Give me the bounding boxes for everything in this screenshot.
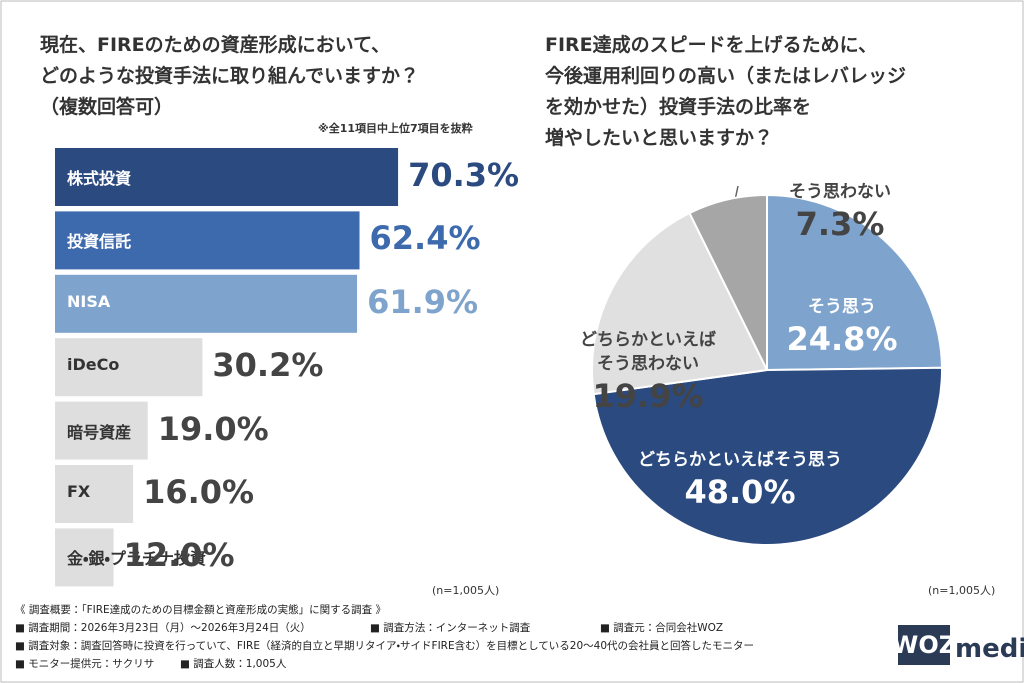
logo-text: media	[955, 634, 1024, 664]
sample-size: (n=1,005人)	[432, 584, 500, 597]
bar	[55, 338, 203, 397]
pie-slice	[591, 211, 769, 396]
value-label: 70.3%	[408, 156, 520, 194]
logo-text: WOZ	[892, 631, 956, 659]
value-label: 30.2%	[212, 346, 324, 385]
value-label: 19.9%	[592, 377, 704, 415]
category-label: そう思う	[808, 297, 876, 317]
logo-box	[898, 625, 950, 665]
footer-text: ■ 調査人数：1,005人	[180, 658, 287, 670]
footer-text: ■ 調査期間：2026年3月23日（月）～2026年3月24日（火）	[15, 622, 311, 634]
bar	[55, 274, 358, 333]
sample-size: (n=1,005人)	[928, 584, 996, 597]
value-label: 7.3%	[795, 205, 885, 243]
footer-text: ■ 調査対象：調査回答時に投資を行っていて、FIRE（経済的自立と早期リタイア・…	[15, 640, 754, 652]
slice-label: そう思う 24.8%	[692, 295, 992, 359]
bar	[55, 465, 134, 523]
bar	[55, 211, 360, 270]
footer-text: ■ モニター提供元：サクリサ	[15, 658, 155, 670]
bar-label: iDeCo	[67, 355, 120, 375]
bar-label: 暗号資産	[67, 422, 132, 442]
footer-text: ■ 調査元：合同会社WOZ	[600, 622, 724, 634]
slice-label: そう思わない 7.3%	[690, 180, 990, 244]
category-label: どちらかといえばそう思う	[638, 450, 842, 470]
value-label: 12.0%	[123, 536, 235, 575]
value-label: 24.8%	[786, 320, 898, 358]
value-label: 19.0%	[157, 409, 269, 448]
value-label: 61.9%	[367, 282, 479, 321]
value-label: 48.0%	[684, 473, 796, 511]
value-label: 62.4%	[369, 219, 481, 258]
pie-slice	[592, 366, 943, 546]
bar	[55, 401, 148, 460]
pie-slice	[766, 193, 943, 372]
category-label: どちらかといえば そう思わない	[580, 330, 716, 374]
note: ※全11項目中上位7項目を抜粋	[318, 122, 473, 135]
bar	[55, 148, 399, 206]
bar-label: 金・銀・プラチナ投資	[67, 549, 206, 569]
bar	[55, 528, 114, 587]
slice-label: どちらかといえばそう思う 48.0%	[590, 448, 890, 512]
chart-title: 現在、FIREのための資産形成において、 どのような投資手法に取り組んでいますか…	[40, 34, 420, 118]
pie-slice	[688, 193, 768, 371]
chart-title: FIRE達成のスピードを上げるために、 今後運用利回りの高い（またはレバレッジ …	[545, 34, 907, 149]
bar-label: NISA	[67, 291, 111, 311]
slice-label: どちらかといえば そう思わない 19.9%	[498, 328, 798, 416]
category-label: そう思わない	[789, 182, 891, 202]
bar-label: 投資信託	[67, 232, 132, 252]
value-label: 16.0%	[143, 473, 255, 511]
footer-text: ■ 調査方法：インターネット調査	[370, 622, 531, 634]
footer-text: 《 調査概要：「FIRE達成のための目標金額と資産形成の実態」に関する調査 》	[15, 604, 386, 616]
bar-label: 株式投資	[67, 169, 132, 188]
bar-label: FX	[67, 482, 91, 501]
